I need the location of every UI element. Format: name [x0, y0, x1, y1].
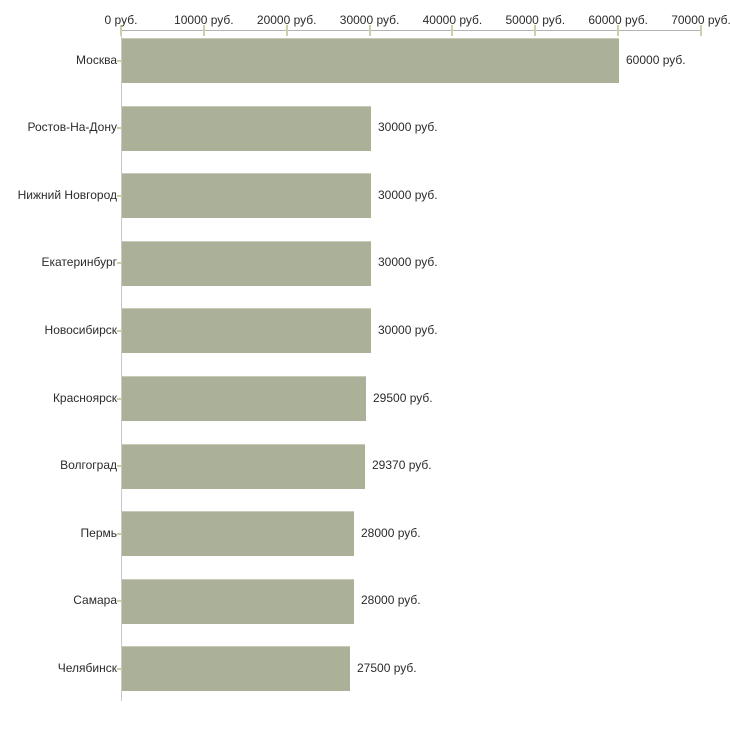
x-axis-tick — [534, 25, 537, 36]
category-label: Волгоград — [60, 458, 117, 473]
y-axis-tick — [117, 127, 121, 130]
bar-2 — [122, 105, 371, 151]
category-label: Самара — [73, 593, 117, 608]
y-axis-tick — [117, 397, 121, 400]
bar-4 — [122, 240, 371, 286]
category-label: Ростов-На-Дону — [27, 120, 117, 135]
bar-3 — [122, 173, 371, 219]
x-axis-tick — [120, 25, 122, 36]
x-axis-tick — [202, 25, 205, 36]
x-axis-tick-label: 10000 руб. — [174, 13, 234, 27]
x-axis-tick-label: 50000 руб. — [505, 13, 566, 27]
bar-1 — [122, 38, 619, 83]
y-axis-tick — [117, 667, 121, 670]
bar-5 — [122, 308, 371, 354]
y-axis-tick — [117, 600, 121, 603]
y-axis-line — [121, 30, 122, 701]
bar-10 — [122, 646, 350, 692]
bar-6 — [122, 376, 366, 421]
x-axis-tick — [368, 25, 371, 36]
category-label: Пермь — [80, 525, 117, 540]
x-axis-tick — [617, 25, 620, 36]
y-axis-tick — [117, 329, 121, 332]
y-axis-tick — [117, 262, 121, 265]
value-label: 29500 руб. — [373, 390, 433, 405]
y-axis-tick — [117, 194, 121, 197]
y-axis-tick — [117, 465, 121, 468]
x-axis-line — [121, 30, 701, 31]
value-label: 28000 руб. — [361, 525, 421, 540]
y-axis-tick — [117, 59, 121, 62]
value-label: 29370 руб. — [372, 458, 432, 473]
category-label: Нижний Новгород — [17, 187, 117, 202]
x-axis-tick-label: 60000 руб. — [588, 13, 648, 27]
x-axis-tick — [285, 25, 288, 36]
x-axis-tick-label: 70000 руб. — [671, 13, 730, 27]
bar-7 — [122, 443, 365, 489]
value-label: 30000 руб. — [378, 120, 438, 135]
value-label: 30000 руб. — [378, 187, 438, 202]
category-label: Челябинск — [57, 660, 117, 675]
x-axis-tick-label: 40000 руб. — [422, 13, 483, 27]
x-axis-tick — [700, 25, 702, 36]
category-label: Москва — [76, 52, 117, 67]
category-label: Екатеринбург — [41, 255, 118, 270]
x-axis-tick-label: 30000 руб. — [339, 13, 400, 27]
bar-8 — [122, 511, 354, 557]
category-label: Новосибирск — [44, 322, 117, 337]
y-axis-tick — [117, 532, 121, 535]
x-axis-tick-label: 20000 руб. — [256, 13, 317, 27]
value-label: 30000 руб. — [378, 322, 438, 337]
x-axis-tick-label: 0 руб. — [104, 13, 138, 27]
bar-9 — [122, 578, 354, 624]
value-label: 30000 руб. — [378, 255, 438, 270]
x-axis-tick — [451, 25, 454, 36]
value-label: 28000 руб. — [361, 593, 421, 608]
category-label: Красноярск — [52, 390, 117, 405]
value-label: 27500 руб. — [357, 660, 417, 675]
value-label: 60000 руб. — [626, 52, 686, 67]
